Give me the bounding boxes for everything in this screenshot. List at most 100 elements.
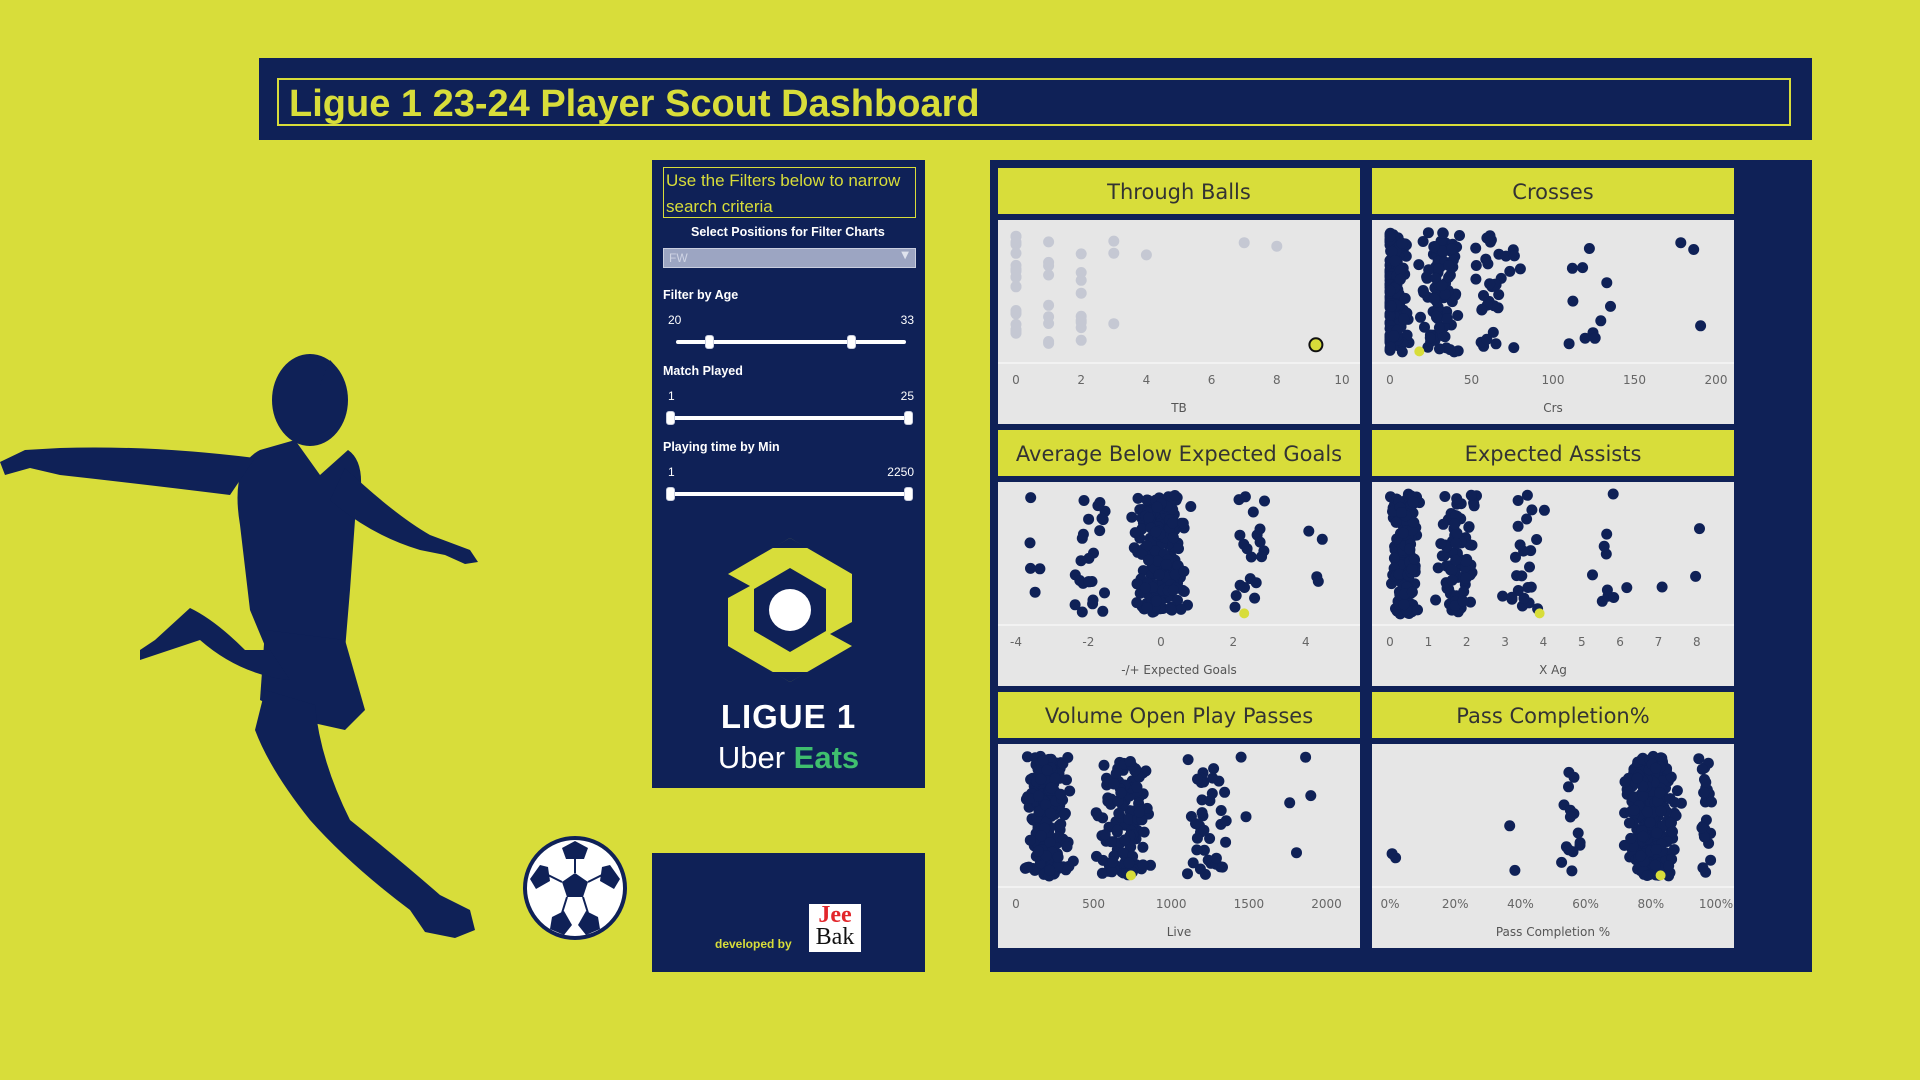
matches-filter-label: Match Played [663, 364, 743, 378]
data-point [1509, 864, 1521, 876]
data-point [1443, 260, 1455, 271]
data-point [1601, 277, 1613, 289]
x-tick-label: 6 [1616, 635, 1624, 649]
data-point [1449, 518, 1461, 530]
developer-logo[interactable]: Jee Bak [809, 902, 861, 952]
data-point [1044, 864, 1056, 876]
data-point [1497, 590, 1509, 602]
data-point [1583, 243, 1595, 254]
data-point [1132, 492, 1144, 504]
data-point [1115, 787, 1127, 799]
x-tick-label: -2 [1082, 635, 1094, 649]
data-point [1043, 256, 1055, 268]
age-slider-max-handle[interactable] [847, 335, 857, 349]
data-point [1037, 755, 1049, 767]
data-point [1436, 279, 1448, 291]
data-point [1010, 263, 1022, 275]
matches-slider-min-handle[interactable] [666, 411, 675, 425]
scatter-plot[interactable]: -4 -2 0 2 4 -/+ Expected Goals [998, 482, 1360, 686]
data-point [1439, 491, 1451, 502]
data-point [1487, 326, 1499, 338]
data-point [1690, 570, 1702, 582]
data-point [1210, 852, 1222, 864]
chart-title: Pass Completion% [1372, 692, 1734, 738]
data-point [1303, 525, 1315, 537]
data-point [1400, 250, 1412, 262]
data-point [1175, 603, 1187, 615]
data-point [1096, 512, 1108, 524]
data-point [1451, 493, 1463, 505]
developer-logo-bottom: Bak [815, 924, 855, 950]
data-point [1428, 293, 1440, 305]
data-point [1112, 795, 1124, 807]
data-point [1526, 504, 1538, 516]
data-point [1675, 237, 1687, 249]
age-slider-track[interactable] [676, 340, 906, 344]
data-point [1439, 288, 1451, 300]
data-point [1652, 795, 1664, 807]
data-point [1490, 338, 1502, 350]
chart-card-1: Through Balls 0 2 4 6 8 10 TB [998, 168, 1360, 428]
x-axis-label: Crs [1543, 401, 1563, 415]
matches-slider-max-handle[interactable] [904, 411, 913, 425]
data-point [1437, 245, 1449, 257]
chart-card-4: Expected Assists 0 1 2 3 4 5 6 7 8 X Ag [1372, 430, 1734, 690]
data-point [1437, 228, 1449, 239]
data-point [1434, 343, 1445, 355]
minutes-slider-track[interactable] [670, 492, 908, 496]
data-point [1098, 759, 1110, 771]
data-point [1075, 248, 1087, 260]
data-point [1388, 552, 1400, 564]
scatter-plot[interactable]: 0 500 1000 1500 2000 Live [998, 744, 1360, 948]
scatter-plot[interactable]: 0 2 4 6 8 10 TB [998, 220, 1360, 424]
data-point [1247, 506, 1259, 518]
data-point [1043, 236, 1055, 248]
data-point [1493, 289, 1505, 301]
data-point [1644, 817, 1656, 828]
scatter-plot[interactable]: 0 50 100 150 200 Crs [1372, 220, 1734, 424]
x-tick-label: 50 [1464, 373, 1479, 387]
data-point [1141, 602, 1153, 614]
scatter-plot[interactable]: 0% 20% 40% 60% 80% 100% Pass Completion % [1372, 744, 1734, 948]
position-select[interactable]: FW ▼ [663, 248, 916, 268]
data-point [1384, 341, 1396, 353]
data-point [1045, 807, 1056, 819]
x-tick-label: 100% [1699, 897, 1733, 911]
data-point [1024, 834, 1036, 846]
data-point [1010, 308, 1022, 320]
x-tick-label: 150 [1623, 373, 1646, 387]
scatter-plot[interactable]: 0 1 2 3 4 5 6 7 8 X Ag [1372, 482, 1734, 686]
data-point [1075, 287, 1087, 299]
data-point [1173, 543, 1184, 555]
minutes-slider-max-handle[interactable] [904, 487, 913, 501]
x-tick-label: 200 [1705, 373, 1728, 387]
data-point [1025, 492, 1037, 504]
matches-slider-track[interactable] [670, 416, 908, 420]
data-point [1508, 250, 1520, 262]
age-slider-min-handle[interactable] [704, 335, 714, 349]
data-point [1452, 310, 1464, 321]
ligue1-wordmark: LIGUE 1 [720, 698, 857, 735]
data-point [1150, 526, 1162, 538]
data-point [1239, 491, 1251, 503]
data-point [1075, 317, 1087, 328]
x-tick-label: 2 [1229, 635, 1237, 649]
data-point [1137, 841, 1149, 853]
data-point [1688, 244, 1700, 255]
data-point [1094, 525, 1106, 537]
data-point [1207, 772, 1219, 784]
data-point [1694, 523, 1705, 535]
data-point [1055, 818, 1067, 830]
data-point [1457, 595, 1469, 607]
x-axis-label: Pass Completion % [1496, 925, 1610, 939]
x-tick-label: 2 [1077, 373, 1085, 387]
data-point [1619, 776, 1631, 788]
minutes-slider-min-handle[interactable] [666, 487, 675, 501]
highlighted-player-point [1414, 346, 1425, 357]
data-point [1605, 300, 1616, 312]
title-frame: Ligue 1 23-24 Player Scout Dashboard [277, 78, 1791, 126]
data-point [1511, 570, 1523, 582]
data-point [1044, 837, 1056, 848]
data-point [1230, 590, 1242, 602]
data-point [1432, 562, 1444, 574]
